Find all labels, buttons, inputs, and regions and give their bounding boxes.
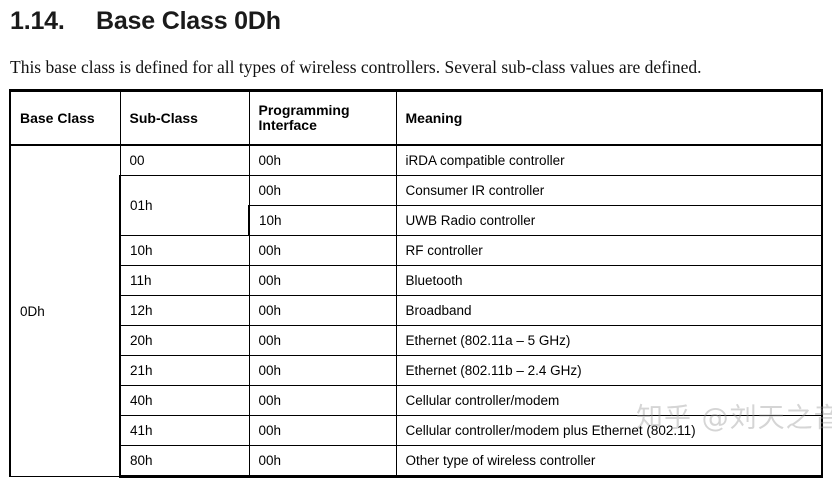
table-row: 40h 00h Cellular controller/modem (10, 385, 823, 416)
table-row: 10h 00h RF controller (10, 235, 823, 266)
cell-prog-if: 00h (248, 355, 397, 386)
cell-meaning: Bluetooth (395, 265, 823, 296)
base-class-table: Base Class Sub-Class Programming Interfa… (9, 89, 823, 478)
table-row: 80h 00h Other type of wireless controlle… (10, 445, 823, 478)
table-row: 0Dh 00 00h iRDA compatible controller (9, 144, 823, 477)
cell-sub-class: 40h (119, 385, 250, 416)
cell-prog-if: 00h (248, 295, 397, 326)
table-header: Base Class Sub-Class Programming Interfa… (9, 89, 823, 146)
cell-sub-class: 12h (119, 295, 250, 326)
cell-prog-if: 00h (248, 175, 397, 206)
spec-table-wrapper: Base Class Sub-Class Programming Interfa… (9, 89, 823, 478)
table-header-row: Base Class Sub-Class Programming Interfa… (9, 89, 823, 146)
cell-base-class-0dh: 0Dh (9, 144, 121, 477)
cell-sub-class: 00 (119, 144, 250, 176)
cell-prog-if: 00h (248, 325, 397, 356)
programming-interface-line-1: Programming (258, 101, 350, 118)
cell-sub-class: 21h (119, 355, 250, 386)
table-row: 10h UWB Radio controller (10, 205, 823, 236)
cell-prog-if: 00h (248, 445, 397, 478)
cell-meaning: Cellular controller/modem plus Ethernet … (395, 415, 823, 446)
cell-meaning: Consumer IR controller (395, 175, 823, 206)
cell-sub-class: 41h (119, 415, 250, 446)
intro-paragraph: This base class is defined for all types… (10, 57, 702, 77)
column-header-programming-interface: Programming Interface (248, 89, 397, 146)
cell-prog-if: 00h (248, 235, 397, 266)
document-page: 1.14. Base Class 0Dh This base class is d… (9, 6, 832, 478)
table-body: 0Dh 00 00h iRDA compatible controller 01… (9, 144, 823, 478)
section-number: 1.14. (10, 7, 65, 35)
table-row: 11h 00h Bluetooth (10, 265, 823, 296)
cell-meaning: RF controller (395, 235, 823, 266)
cell-prog-if: 00h (248, 385, 397, 416)
cell-prog-if: 00h (248, 265, 397, 296)
table-row: 12h 00h Broadband (10, 295, 823, 326)
cell-meaning: Broadband (395, 295, 823, 326)
cell-meaning: UWB Radio controller (395, 205, 823, 236)
cell-prog-if: 00h (248, 144, 397, 176)
cell-sub-class: 01h (119, 175, 250, 236)
cell-sub-class: 10h (119, 235, 250, 266)
cell-meaning: Ethernet (802.11b – 2.4 GHz) (395, 355, 823, 386)
cell-meaning: Ethernet (802.11a – 5 GHz) (395, 325, 823, 356)
cell-meaning: Cellular controller/modem (395, 385, 823, 416)
cell-prog-if: 00h (248, 415, 397, 446)
cell-prog-if: 10h (248, 205, 397, 236)
cell-sub-class: 20h (119, 325, 250, 356)
table-row: 41h 00h Cellular controller/modem plus E… (10, 415, 823, 446)
programming-interface-line-2: Interface (258, 117, 317, 133)
column-header-sub-class: Sub-Class (119, 89, 250, 146)
page-title: 1.14. Base Class 0Dh (10, 6, 281, 36)
cell-meaning: iRDA compatible controller (395, 144, 823, 176)
table-row: 21h 00h Ethernet (802.11b – 2.4 GHz) (10, 355, 823, 386)
table-row: 01h 00h Consumer IR controller (10, 175, 823, 236)
table-row: 20h 00h Ethernet (802.11a – 5 GHz) (10, 325, 823, 356)
section-title-text: Base Class 0Dh (96, 7, 281, 35)
cell-meaning: Other type of wireless controller (395, 445, 823, 478)
cell-sub-class: 11h (119, 265, 250, 296)
column-header-base-class: Base Class (9, 89, 121, 146)
cell-sub-class: 80h (119, 445, 250, 478)
column-header-meaning: Meaning (395, 89, 823, 146)
